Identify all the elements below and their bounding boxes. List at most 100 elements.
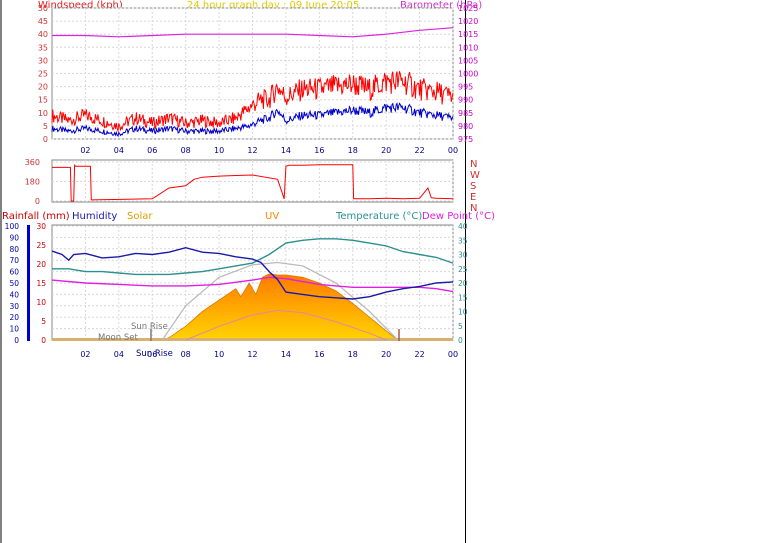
sensor-x-tick-label: 14	[281, 350, 291, 359]
barometer-line	[52, 27, 454, 38]
wind-x-tick-label: 18	[348, 146, 358, 155]
rainfall-tick-label: 0	[41, 336, 46, 345]
windspeed-tick-label: 25	[38, 70, 48, 79]
sensor-x-tick-label: 06	[147, 350, 157, 359]
humidity-tick-label: 0	[14, 336, 19, 345]
temperature-tick-label: 0	[458, 336, 463, 345]
windspeed-tick-label: 5	[43, 122, 48, 131]
wind-x-tick-label: 04	[114, 146, 124, 155]
graph-title: 24 hour graph day : 09 June 20:05	[187, 0, 359, 11]
wind-gust-line	[51, 71, 454, 133]
humidity-tick-label: 100	[5, 222, 20, 231]
legend-solar: Solar	[127, 211, 153, 222]
sensor-x-axis: 02 04 06 08 10 12 14 16 18 20 22 00	[80, 350, 458, 359]
multi-sensor-panel: 0 10 20 30 40 50 60 70 80 90 100 0 5 10 15 20 25 30 0 5 10…	[5, 222, 468, 359]
barometer-y-axis: 975 980 985 990 995 1000 1005 1010 1015 1020 1025	[458, 4, 478, 144]
legend-uv: UV	[265, 211, 279, 222]
temperature-tick-label: 40	[458, 222, 468, 231]
rainfall-y-axis: 0 5 10 15 20 25 30	[36, 222, 46, 345]
compass-label: N	[470, 159, 477, 170]
temperature-tick-label: 35	[458, 236, 468, 245]
barometer-tick-label: 995	[458, 83, 473, 92]
humidity-tick-label: 70	[9, 256, 19, 265]
humidity-line	[51, 246, 454, 300]
legend-humidity: Humidity	[72, 211, 117, 222]
compass-label: S	[470, 181, 476, 192]
temperature-tick-label: 10	[458, 308, 468, 317]
sensor-x-tick-label: 08	[181, 350, 191, 359]
compass-label: E	[470, 192, 476, 203]
sensor-series	[51, 238, 454, 341]
legend-rainfall: Rainfall (mm)	[2, 211, 70, 222]
direction-tick-label: 180	[25, 178, 40, 187]
compass-label: W	[470, 170, 480, 181]
windspeed-tick-label: 10	[38, 109, 48, 118]
windspeed-tick-label: 20	[38, 83, 48, 92]
wind-series	[51, 27, 454, 137]
wind-x-tick-label: 20	[381, 146, 391, 155]
moon-set-label: Moon Set	[98, 333, 138, 343]
uv-line	[185, 309, 387, 341]
sun-rise-label-lower: Sun Rise	[136, 349, 173, 359]
sensor-x-tick-label: 10	[214, 350, 224, 359]
sensor-x-tick-label: 22	[414, 350, 424, 359]
rainfall-tick-label: 30	[36, 222, 46, 231]
wind-x-tick-label: 08	[181, 146, 191, 155]
barometer-tick-label: 1000	[458, 70, 478, 79]
barometer-tick-label: 990	[458, 96, 473, 105]
windspeed-y-axis: 0 5 10 15 20 25 30 35 40 45 50	[38, 4, 48, 144]
sensor-x-tick-label: 00	[448, 350, 458, 359]
sensor-x-tick-label: 16	[314, 350, 324, 359]
wind-x-tick-label: 02	[80, 146, 90, 155]
dew-point-line	[51, 276, 454, 293]
compass-label: N	[470, 203, 477, 214]
temperature-tick-label: 15	[458, 293, 468, 302]
wind-x-tick-label: 00	[448, 146, 458, 155]
barometer-tick-label: 985	[458, 109, 473, 118]
windspeed-tick-label: 15	[38, 96, 48, 105]
windspeed-tick-label: 40	[38, 30, 48, 39]
wind-x-tick-label: 06	[147, 146, 157, 155]
barometer-tick-label: 1020	[458, 17, 478, 26]
barometer-tick-label: 1025	[458, 4, 478, 13]
humidity-tick-label: 40	[9, 290, 19, 299]
sensor-x-tick-label: 12	[247, 350, 257, 359]
legend-dew-point: Dew Point (°C)	[422, 211, 495, 222]
wind-x-tick-label: 12	[247, 146, 257, 155]
windspeed-tick-label: 0	[43, 135, 48, 144]
barometer-tick-label: 1005	[458, 56, 478, 65]
astro-annotations: Sun Rise Moon Set Sun Rise	[98, 322, 400, 359]
barometer-tick-label: 980	[458, 122, 473, 131]
humidity-tick-label: 80	[9, 245, 19, 254]
humidity-tick-label: 30	[9, 302, 19, 311]
panel3-legend: Rainfall (mm) Humidity Solar UV Temperat…	[2, 211, 495, 222]
temperature-tick-label: 30	[458, 251, 468, 260]
windspeed-tick-label: 30	[38, 56, 48, 65]
windspeed-tick-label: 50	[38, 4, 48, 13]
barometer-tick-label: 1015	[458, 30, 478, 39]
windspeed-axis-label: Windspeed (kph)	[38, 0, 123, 11]
temperature-tick-label: 25	[458, 265, 468, 274]
sensor-x-tick-label: 20	[381, 350, 391, 359]
barometer-tick-label: 975	[458, 135, 473, 144]
barometer-axis-label: Barometer (hPa)	[400, 0, 482, 11]
direction-y-axis: 0 180 360	[25, 158, 40, 206]
humidity-y-axis: 0 10 20 30 40 50 60 70 80 90 100	[5, 222, 20, 345]
windspeed-tick-label: 45	[38, 17, 48, 26]
rainfall-tick-label: 10	[36, 298, 46, 307]
temperature-y-axis: 0 5 10 15 20 25 30 35 40	[458, 222, 468, 345]
barometer-tick-label: 1010	[458, 43, 478, 52]
solar-area	[162, 273, 400, 341]
direction-tick-label: 0	[35, 197, 40, 206]
rainfall-tick-label: 5	[41, 317, 46, 326]
humidity-tick-label: 10	[9, 325, 19, 334]
rainfall-tick-label: 15	[36, 279, 46, 288]
wind-direction-line	[52, 163, 454, 202]
wind-x-axis: 02 04 06 08 10 12 14 16 18 20 22 00	[80, 146, 458, 155]
rainfall-tick-label: 25	[36, 241, 46, 250]
rainfall-axis-bar	[27, 225, 30, 341]
wind-x-tick-label: 14	[281, 146, 291, 155]
